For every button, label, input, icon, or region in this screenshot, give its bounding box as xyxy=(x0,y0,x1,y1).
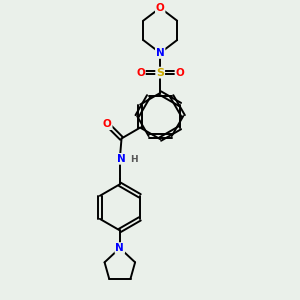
Text: O: O xyxy=(156,3,165,13)
Text: O: O xyxy=(103,119,112,129)
Text: H: H xyxy=(130,155,138,164)
Text: O: O xyxy=(176,68,184,78)
Text: N: N xyxy=(116,243,124,253)
Text: O: O xyxy=(136,68,145,78)
Text: N: N xyxy=(117,154,126,164)
Text: N: N xyxy=(156,48,165,58)
Text: S: S xyxy=(156,68,164,78)
